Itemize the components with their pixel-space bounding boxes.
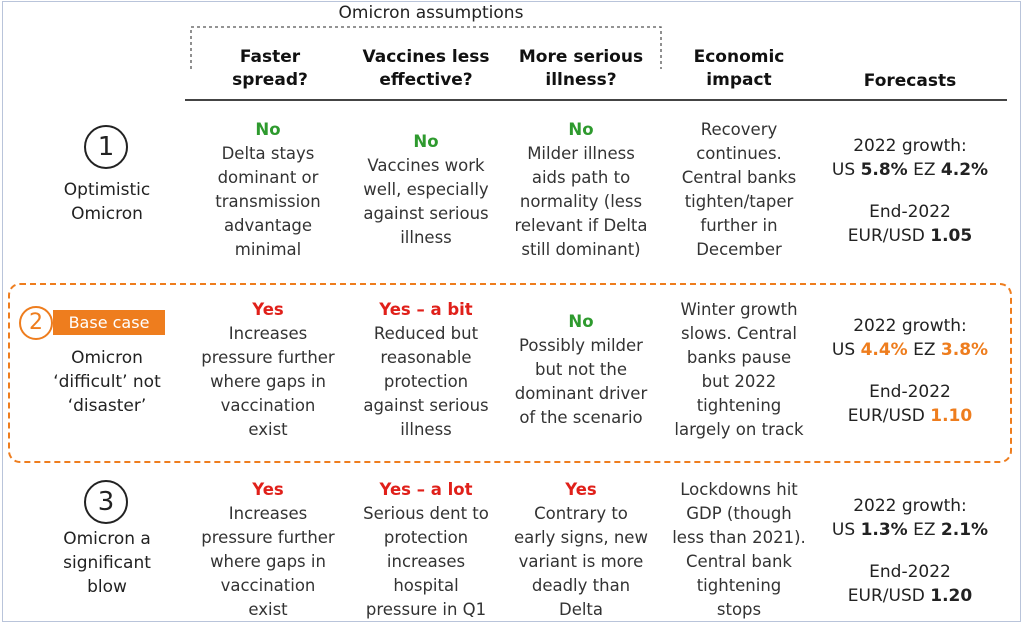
base-case-highlight-box: [8, 283, 1012, 463]
scenario-2-economic-impact: Winter growth slows. Central banks pause bu…: [674, 300, 804, 439]
scenario-3-faster-spread: Yes Increases pressure further where gaps …: [190, 478, 346, 622]
scenario-1-vaccines: No Vaccines work well, especially against …: [348, 130, 504, 250]
scenario-number-1: 1: [84, 125, 128, 169]
verdict: Yes – a bit: [379, 300, 473, 319]
scenario-1-economic-impact: Recovery continues. Central banks tighten/t…: [681, 120, 797, 259]
scenario-1-serious-illness: No Milder illness aids path to normality (…: [500, 118, 662, 262]
verdict: Yes: [252, 480, 284, 499]
scenario-2-serious-illness: No Possibly milder but not the dominant dr…: [500, 310, 662, 430]
verdict: Yes – a lot: [379, 480, 473, 499]
header-forecasts: Forecasts: [863, 71, 957, 91]
scenario-3-vaccines: Yes – a lot Serious dent to protection inc…: [348, 478, 504, 622]
header-divider: [185, 99, 1007, 101]
scenario-1-forecasts: 2022 growth: US 5.8% EZ 4.2% End-2022 EU…: [831, 136, 989, 246]
scenario-number-2: 2: [19, 306, 53, 340]
assumptions-bracket: [190, 26, 662, 69]
scenario-label-2: Omicron ‘difficult’ not ‘disaster’: [53, 348, 161, 416]
scenario-1-faster-spread: No Delta stays dominant or transmission adv…: [193, 118, 343, 262]
verdict: Yes: [565, 480, 597, 499]
verdict: No: [255, 120, 281, 139]
scenario-number-3: 3: [84, 480, 128, 524]
scenario-2-forecasts: 2022 growth: US 4.4% EZ 3.8% End-2022 EU…: [831, 316, 989, 426]
assumptions-title: Omicron assumptions: [338, 3, 524, 23]
verdict: No: [568, 312, 594, 331]
header-faster-spread: Faster spread?: [232, 47, 308, 90]
verdict: No: [413, 132, 439, 151]
verdict: Yes: [252, 300, 284, 319]
scenario-3-forecasts: 2022 growth: US 1.3% EZ 2.1% End-2022 EU…: [831, 496, 989, 606]
scenario-2-faster-spread: Yes Increases pressure further where gaps …: [190, 298, 346, 442]
verdict: No: [568, 120, 594, 139]
scenario-2-vaccines: Yes – a bit Reduced but reasonable protect…: [348, 298, 504, 442]
scenario-label-1: Optimistic Omicron: [63, 180, 151, 224]
header-economic-impact: Economic impact: [693, 47, 785, 90]
scenario-3-serious-illness: Yes Contrary to early signs, new variant i…: [500, 478, 662, 622]
header-vaccines-less-effective: Vaccines less effective?: [362, 47, 490, 90]
scenario-3-economic-impact: Lockdowns hit GDP (though less than 2021).…: [672, 480, 806, 619]
base-case-badge: Base case: [53, 310, 165, 335]
scenario-label-3: Omicron a significant blow: [63, 529, 151, 597]
header-more-serious-illness: More serious illness?: [518, 47, 644, 90]
